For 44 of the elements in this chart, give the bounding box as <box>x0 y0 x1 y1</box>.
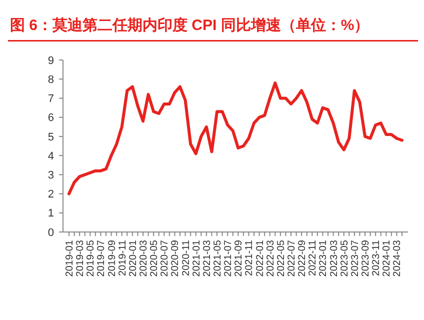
x-tick-label: 2021-05 <box>212 240 224 277</box>
x-tick-label: 2021-09 <box>234 240 245 277</box>
x-tick-label: 2023-09 <box>360 240 372 277</box>
x-tick-label: 2020-01 <box>128 240 139 277</box>
x-tick-label: 2020-03 <box>138 240 150 277</box>
x-tick-label: 2020-05 <box>149 240 160 277</box>
y-tick-label: 8 <box>48 74 54 86</box>
y-tick-label: 7 <box>48 93 54 106</box>
x-tick-label: 2022-05 <box>276 240 287 277</box>
y-tick-label: 2 <box>48 188 54 201</box>
x-tick-label: 2024-03 <box>392 240 404 277</box>
x-tick-label: 2021-01 <box>191 240 202 277</box>
y-tick-label: 9 <box>48 54 54 67</box>
x-tick-label: 2021-07 <box>223 240 234 277</box>
y-tick-label: 3 <box>48 170 54 182</box>
x-tick-label: 2019-03 <box>75 240 86 277</box>
y-tick-label: 4 <box>48 150 54 162</box>
x-tick-label: 2019-09 <box>106 240 118 277</box>
x-tick-label: 2023-01 <box>318 240 330 277</box>
x-tick-label: 2020-09 <box>170 240 182 277</box>
x-tick-label: 2019-07 <box>96 240 108 277</box>
y-tick-label: 0 <box>48 226 54 239</box>
y-tick-label: 6 <box>48 112 54 124</box>
y-tick-label: 1 <box>48 208 54 220</box>
chart-title: 图 6：莫迪第二任期内印度 CPI 同比增速（单位：%） <box>10 16 370 34</box>
x-tick-label: 2020-07 <box>160 240 171 277</box>
x-tick-label: 2020-11 <box>180 240 192 276</box>
x-tick-label: 2022-11 <box>308 240 319 276</box>
x-tick-label: 2022-07 <box>286 240 298 277</box>
x-tick-label: 2019-11 <box>117 240 128 276</box>
x-tick-label: 2023-03 <box>328 240 340 277</box>
x-tick-label: 2021-11 <box>244 240 256 276</box>
x-tick-label: 2023-05 <box>339 240 350 277</box>
x-tick-label: 2023-07 <box>350 240 361 277</box>
x-tick-label: 2022-01 <box>254 240 266 277</box>
x-tick-label: 2019-01 <box>64 240 76 277</box>
y-tick-label: 5 <box>48 131 54 144</box>
x-tick-label: 2024-01 <box>382 240 393 277</box>
x-tick-label: 2019-05 <box>86 240 97 277</box>
x-tick-label: 2023-11 <box>371 240 382 276</box>
line-series <box>68 81 404 196</box>
x-tick-label: 2021-03 <box>202 240 213 277</box>
x-tick-label: 2022-09 <box>297 240 308 277</box>
x-tick-label: 2022-03 <box>265 240 276 277</box>
